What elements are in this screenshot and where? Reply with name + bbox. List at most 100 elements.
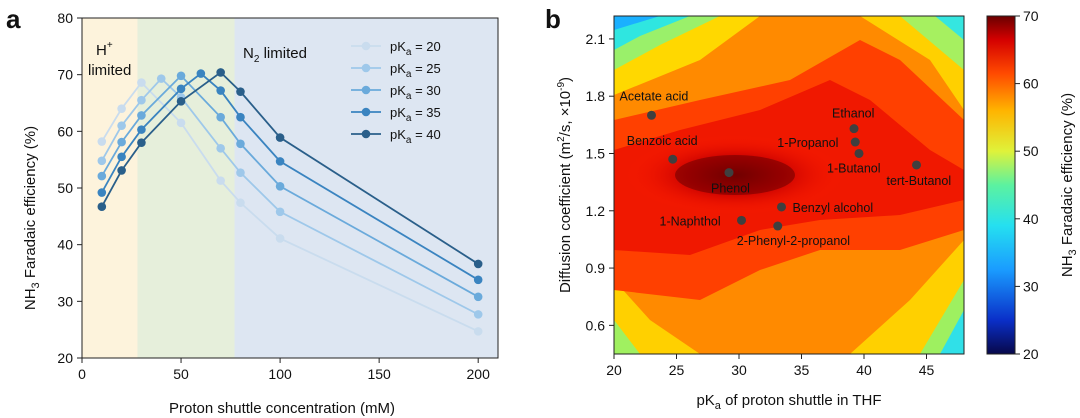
x-tick-label: 200 [467,366,491,382]
x-tick-label: 100 [268,366,292,382]
region-label-limited: limited [88,62,131,79]
legend-label-1: pKa = 25 [390,61,441,80]
y-tick-label: 80 [57,10,73,26]
data-point [275,157,285,166]
x-tick-label: 0 [78,366,86,382]
data-point [117,121,126,130]
y-tick-label: 1.8 [586,88,606,104]
data-point [236,139,245,149]
data-point [176,71,186,81]
legend-label-4: pKa = 40 [390,127,441,146]
y-tick-label: 50 [57,180,73,196]
data-point [117,166,126,175]
data-point [176,97,186,106]
data-point [176,118,186,128]
y-tick-label: 70 [57,67,73,83]
region-label-n2-limited: N2 limited [243,45,307,65]
compound-label: 1-Propanol [777,136,838,150]
data-point [216,144,225,153]
x-tick-label: 50 [173,366,189,382]
compound-point [850,137,860,147]
data-point [236,198,245,208]
data-point [216,86,225,95]
colorbar-tick-label: 60 [1023,76,1039,92]
compound-point [647,110,656,120]
data-point [275,182,285,191]
legend-marker-1 [361,63,371,73]
data-point [97,188,107,197]
data-point [473,259,483,269]
data-point [97,156,107,166]
colorbar-tick-label: 40 [1023,211,1039,227]
data-point [275,234,285,243]
compound-label: 1-Naphthol [660,214,721,228]
colorbar-tick-label: 30 [1023,278,1039,294]
x-tick-label: 40 [856,362,872,378]
x-tick-label: 20 [606,362,622,378]
panel-a-chart: a 0 50 100 150 200 20 30 40 50 60 70 80 pKa = 20 pKa… [6,4,499,417]
compound-point [724,168,734,178]
x-tick-label: 35 [794,362,810,378]
legend-label-3: pKa = 35 [390,105,441,124]
compound-label: tert-Butanol [887,174,952,188]
series-line-2 [101,74,479,298]
x-tick-label: 45 [919,362,935,378]
data-point [156,74,166,83]
colorbar [986,15,1016,355]
data-point [216,176,225,185]
panel-b-frame [613,15,965,355]
data-point [97,171,107,181]
panel-a-letter: a [6,4,21,34]
data-point [137,138,146,147]
data-point [117,152,126,162]
panel-b-ylabel: Diffusion coefficient (m2/s, ×10-9) [556,77,574,293]
y-tick-label: 60 [57,123,73,139]
data-point [97,137,107,146]
data-point [137,78,146,87]
data-point [137,111,146,120]
panel-a-xlabel: Proton shuttle concentration (mM) [169,400,395,417]
panel-b-letter: b [545,4,561,34]
x-tick-label: 150 [367,366,391,382]
data-point [137,125,146,134]
compound-label: Acetate acid [620,89,689,103]
compound-point [668,154,678,164]
compound-label: Benzoic acid [627,134,698,148]
compound-point [777,202,786,212]
data-point [236,112,245,122]
y-tick-label: 2.1 [586,31,606,47]
region-label-h-plus: H+ [96,40,113,59]
y-tick-label: 0.9 [586,260,606,276]
legend-marker-2 [361,85,371,95]
y-tick-label: 1.5 [586,145,606,161]
data-point [117,137,126,147]
legend-marker-0 [361,41,371,51]
y-tick-label: 1.2 [586,203,606,219]
panel-b-xlabel: pKa of proton shuttle in THF [696,392,881,412]
compound-point [854,148,864,158]
data-point [236,168,245,177]
x-tick-label: 30 [731,362,747,378]
data-point [176,84,186,94]
data-point [473,275,483,285]
series-line-0 [101,81,479,333]
compound-label: Benzyl alcohol [793,201,874,215]
y-tick-label: 30 [57,293,73,309]
compound-point [912,160,921,170]
data-point [97,202,107,211]
compound-label: 1-Butanol [827,161,881,175]
panel-a-ylabel: NH3 Faradaic efficiency (%) [22,126,42,310]
y-tick-label: 40 [57,237,73,253]
y-tick-label: 20 [57,350,73,366]
data-point [216,68,225,77]
data-point [473,292,483,302]
data-point [236,87,245,96]
data-point [196,69,206,78]
compound-point [849,124,859,134]
legend-label-0: pKa = 20 [390,39,441,58]
compound-label: 2-Phenyl-2-propanol [737,234,850,248]
panel-b-chart: b Acetate acid Benzoic acid Phenol 1-Naphth… [545,4,1079,412]
compound-label: Phenol [711,182,750,196]
colorbar-tick-label: 70 [1023,8,1039,24]
